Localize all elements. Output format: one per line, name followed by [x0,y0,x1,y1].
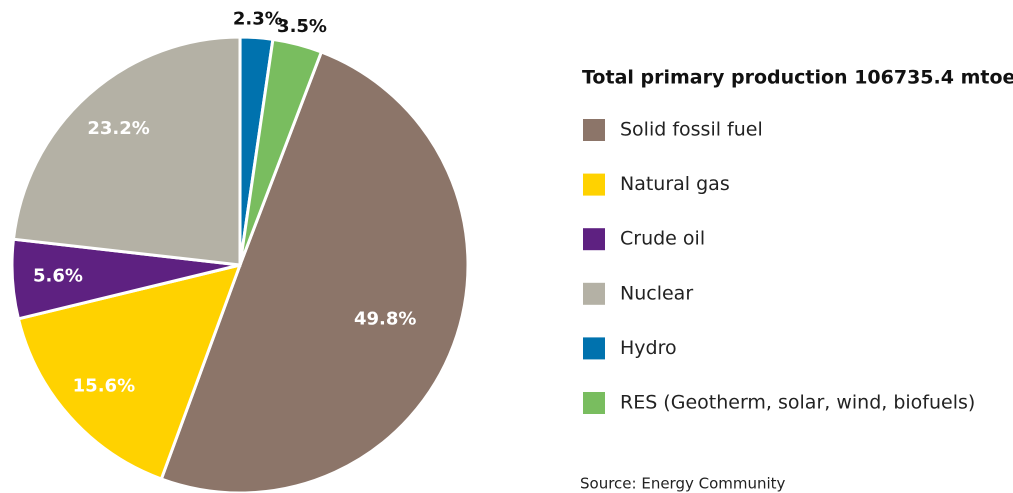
legend-swatch [583,392,605,414]
legend-swatch [583,228,605,251]
legend-label: Hydro [620,337,677,359]
data-label: 15.6% [73,375,135,396]
legend-label: Natural gas [620,173,730,195]
legend-swatch [583,337,605,360]
data-label: 3.5% [277,16,327,37]
legend-swatch [583,119,605,141]
pie-slice [11,35,242,267]
pie-slice [159,50,470,493]
data-label: 23.2% [87,118,149,139]
data-label: 49.8% [354,308,416,329]
pie-slice [238,37,324,266]
legend-label: Solid fossil fuel [620,119,763,141]
legend-swatch [583,173,605,196]
legend-label: RES (Geotherm, solar, wind, biofuels) [620,392,975,414]
chart-title: Total primary production 106735.4 mtoe [582,67,1013,89]
legend-swatch [583,282,605,305]
data-label: 5.6% [33,265,83,286]
source: Source: Energy Community [580,475,786,493]
pie-slice [16,262,243,481]
legend-label: Nuclear [620,282,693,304]
legend-label: Crude oil [620,228,705,250]
data-label: 2.3% [233,9,283,30]
